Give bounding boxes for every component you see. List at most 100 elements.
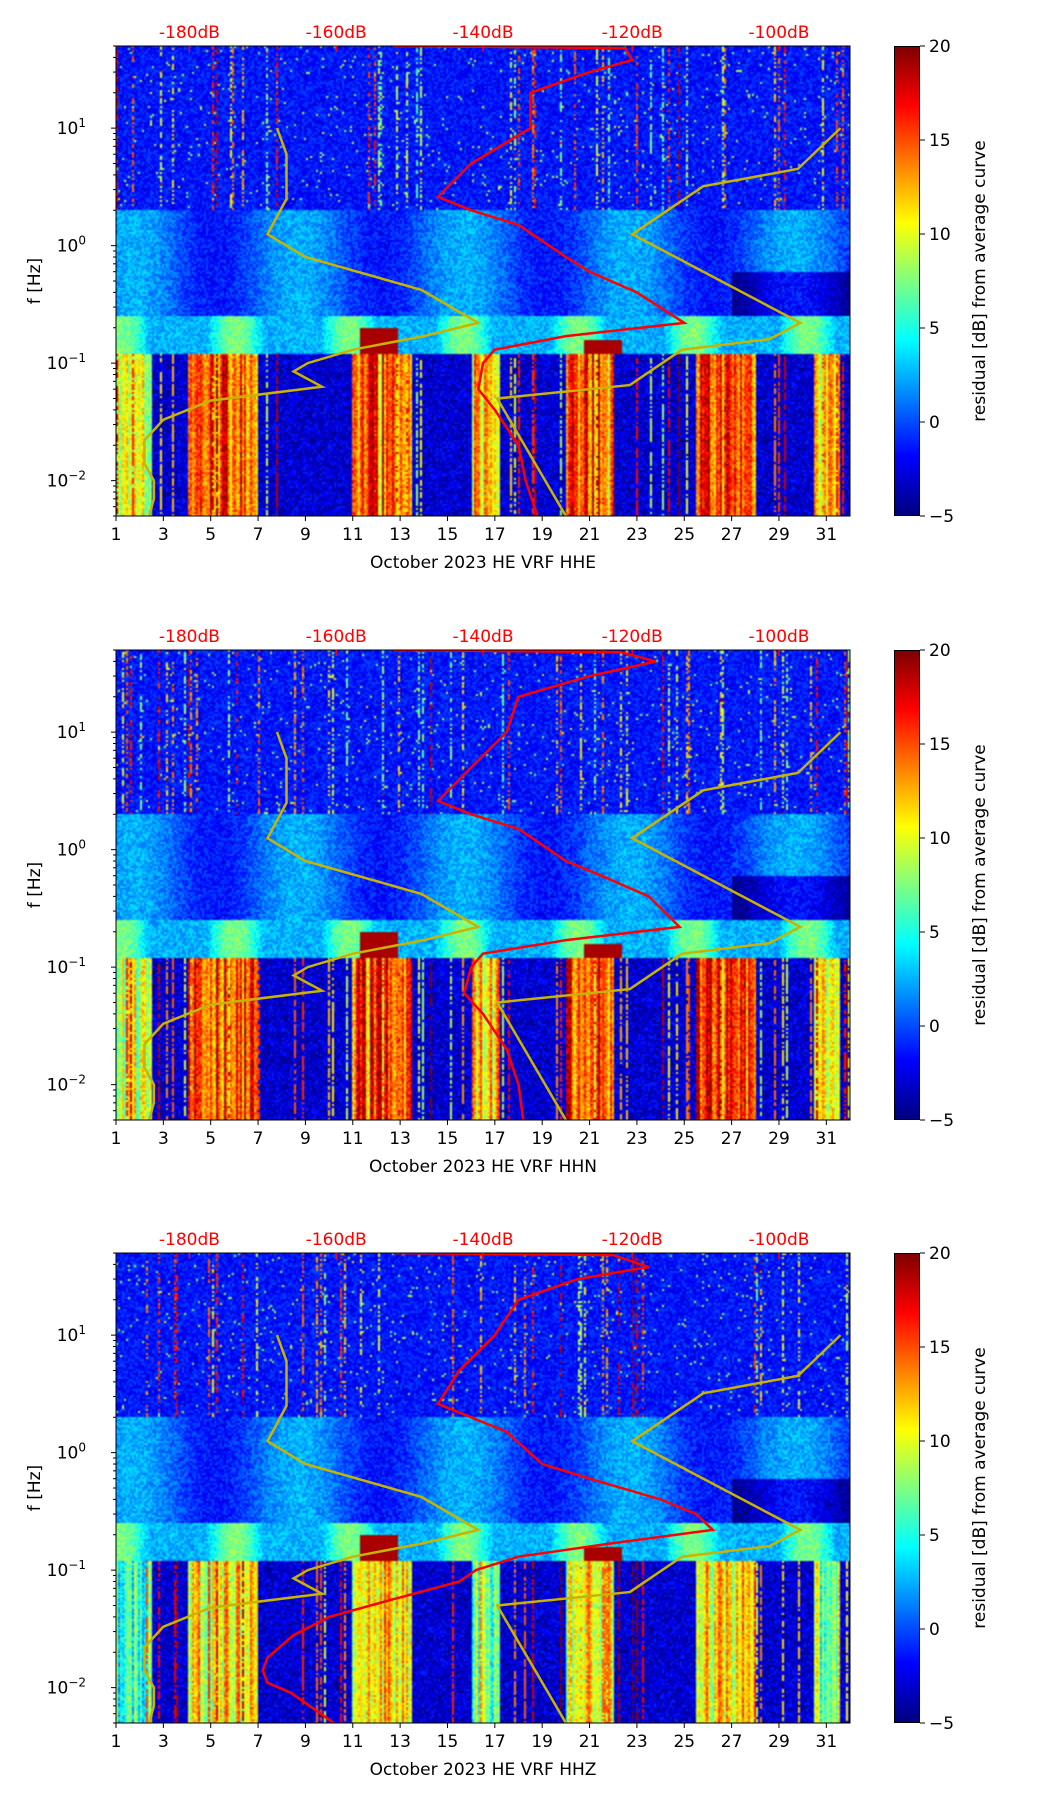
- mean-psd-curve-line: [261, 1253, 716, 1723]
- x-tick-label: 21: [579, 525, 601, 545]
- x-tick-label: 1: [111, 525, 122, 545]
- x-tick-label: 9: [300, 525, 311, 545]
- reference-curve-right-line: [495, 1334, 842, 1723]
- spectrogram-heatmap: [116, 650, 850, 1120]
- colorbar: [894, 46, 920, 516]
- top-db-tick-label: -180dB: [159, 1230, 220, 1250]
- top-db-tick-label: -120dB: [602, 23, 663, 43]
- colorbar-tick-label: 5: [929, 923, 940, 943]
- colorbar-tick-label: 10: [929, 829, 951, 849]
- x-tick-label: 1: [111, 1129, 122, 1149]
- reference-curve-right-line: [495, 127, 842, 516]
- top-db-tick-label: -180dB: [159, 23, 220, 43]
- colorbar-tick-label: 5: [929, 319, 940, 339]
- colorbar-tick-label: 20: [929, 37, 951, 57]
- mean-psd-curve-line: [392, 46, 688, 516]
- x-tick-label: 7: [253, 1129, 264, 1149]
- y-axis-label: f [Hz]: [25, 862, 45, 908]
- reference-curve-line: [143, 1334, 482, 1723]
- x-tick-label: 29: [768, 1129, 790, 1149]
- colorbar: [894, 1253, 920, 1723]
- y-axis-label: f [Hz]: [25, 1465, 45, 1511]
- x-tick-label: 11: [342, 1129, 364, 1149]
- x-tick-label: 17: [484, 525, 506, 545]
- y-tick-label: 100: [57, 1441, 86, 1464]
- y-tick-label: 101: [57, 1323, 86, 1346]
- x-tick-label: 11: [342, 525, 364, 545]
- reference-curve-right-line: [495, 731, 842, 1120]
- x-tick-label: 1: [111, 1732, 122, 1752]
- x-tick-label: 27: [721, 1732, 743, 1752]
- x-tick-label: 3: [158, 1732, 169, 1752]
- x-tick-label: 17: [484, 1732, 506, 1752]
- top-db-tick-label: -160dB: [306, 23, 367, 43]
- colorbar-tick-label: 15: [929, 131, 951, 151]
- colorbar-label: residual [dB] from average curve: [970, 1347, 990, 1628]
- x-tick-label: 15: [437, 1129, 459, 1149]
- spectrogram-panel-hhn: 1 3 5 7 9 11 13 15 17 19 21 23 25 27 29 31 October 2023 …: [0, 604, 1052, 1207]
- x-tick-label: 25: [673, 1732, 695, 1752]
- colorbar-tick-label: 15: [929, 735, 951, 755]
- top-db-tick-label: -120dB: [602, 627, 663, 647]
- top-db-tick-label: -160dB: [306, 627, 367, 647]
- x-tick-label: 31: [816, 1129, 838, 1149]
- colorbar-tick-label: −5: [929, 507, 954, 527]
- x-tick-label: 19: [531, 1732, 553, 1752]
- x-tick-label: 21: [579, 1732, 601, 1752]
- y-tick-label: 101: [57, 116, 86, 139]
- x-tick-label: 9: [300, 1129, 311, 1149]
- colorbar-tick-label: −5: [929, 1111, 954, 1131]
- plot-frame: [115, 649, 851, 1121]
- x-tick-label: 29: [768, 525, 790, 545]
- colorbar-tick-label: 10: [929, 225, 951, 245]
- y-tick-label: 10−2: [47, 1676, 86, 1699]
- top-db-tick-label: -100dB: [748, 23, 809, 43]
- x-tick-label: 29: [768, 1732, 790, 1752]
- reference-curve-line: [143, 731, 482, 1120]
- y-tick-label: 10−2: [47, 469, 86, 492]
- x-tick-label: 13: [389, 1732, 411, 1752]
- y-tick-label: 10−1: [47, 1558, 86, 1581]
- spectrogram-heatmap: [116, 46, 850, 516]
- plot-frame: [115, 45, 851, 517]
- top-db-tick-label: -180dB: [159, 627, 220, 647]
- x-axis-label: October 2023 HE VRF HHN: [369, 1157, 597, 1177]
- x-tick-label: 3: [158, 525, 169, 545]
- x-tick-label: 23: [626, 1129, 648, 1149]
- y-axis-label: f [Hz]: [25, 258, 45, 304]
- mean-psd-curve-line: [392, 650, 683, 1120]
- top-db-tick-label: -140dB: [452, 23, 513, 43]
- top-db-tick-label: -140dB: [452, 1230, 513, 1250]
- spectrogram-heatmap: [116, 1253, 850, 1723]
- y-tick-label: 100: [57, 838, 86, 861]
- x-tick-label: 19: [531, 525, 553, 545]
- colorbar-tick-label: 0: [929, 1620, 940, 1640]
- colorbar-label: residual [dB] from average curve: [970, 744, 990, 1025]
- colorbar-tick-label: 20: [929, 1244, 951, 1264]
- x-tick-label: 19: [531, 1129, 553, 1149]
- top-db-tick-label: -100dB: [748, 627, 809, 647]
- colorbar: [894, 650, 920, 1120]
- colorbar-tick-label: 15: [929, 1338, 951, 1358]
- colorbar-tick-label: 0: [929, 1017, 940, 1037]
- x-tick-label: 23: [626, 525, 648, 545]
- x-tick-label: 21: [579, 1129, 601, 1149]
- y-tick-label: 101: [57, 720, 86, 743]
- x-axis-label: October 2023 HE VRF HHZ: [370, 1760, 597, 1780]
- reference-curve-line: [143, 127, 482, 516]
- x-tick-label: 7: [253, 1732, 264, 1752]
- x-tick-label: 7: [253, 525, 264, 545]
- plot-frame: [115, 1252, 851, 1724]
- colorbar-tick-label: −5: [929, 1714, 954, 1734]
- x-tick-label: 31: [816, 525, 838, 545]
- spectrogram-panel-hhe: 1 3 5 7 9 11 13 15 17 19 21 23 25 27 29 31 October 2023 …: [0, 0, 1052, 603]
- x-tick-label: 13: [389, 525, 411, 545]
- x-tick-label: 27: [721, 1129, 743, 1149]
- colorbar-tick-label: 20: [929, 641, 951, 661]
- x-tick-label: 13: [389, 1129, 411, 1149]
- x-tick-label: 27: [721, 525, 743, 545]
- colorbar-tick-label: 5: [929, 1526, 940, 1546]
- x-tick-label: 17: [484, 1129, 506, 1149]
